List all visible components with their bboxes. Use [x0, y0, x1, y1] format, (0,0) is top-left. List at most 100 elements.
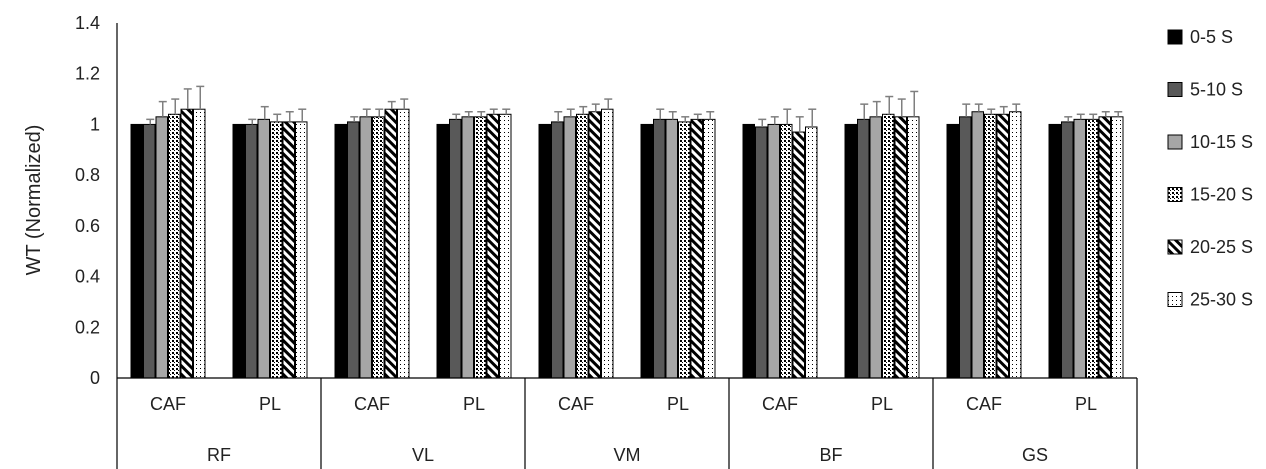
bar	[792, 131, 805, 379]
y-tick-label: 0	[90, 368, 100, 388]
bar	[461, 116, 474, 379]
bar	[130, 123, 143, 379]
bar	[601, 108, 614, 379]
legend-label: 25-30 S	[1190, 290, 1253, 310]
x-subcategory-label: CAF	[966, 394, 1002, 414]
bar	[1048, 123, 1061, 379]
bar	[844, 123, 857, 379]
bar	[384, 108, 397, 379]
x-axis-categories: CAF PL RF CAF PL VL CAF PL VM CAF PL BF CAF PL GS	[150, 394, 1097, 465]
bar	[780, 123, 793, 379]
x-category-label: VL	[412, 445, 434, 465]
bar	[372, 116, 385, 379]
bar	[334, 123, 347, 379]
x-subcategory-label: CAF	[558, 394, 594, 414]
bar	[742, 123, 755, 379]
bar-series-group	[130, 108, 1124, 379]
bar	[882, 113, 895, 379]
y-tick-label: 1.2	[75, 64, 100, 84]
legend-swatch	[1167, 29, 1183, 45]
bar	[295, 121, 308, 379]
bar	[984, 113, 997, 379]
bar	[959, 116, 972, 379]
legend-label: 10-15 S	[1190, 132, 1253, 152]
x-category-label: RF	[207, 445, 231, 465]
bar	[588, 111, 601, 379]
bar	[474, 116, 487, 379]
x-subcategory-label: PL	[1075, 394, 1097, 414]
legend-swatch	[1167, 82, 1183, 97]
axes	[116, 23, 1138, 469]
legend-swatch	[1167, 134, 1183, 150]
legend-label: 5-10 S	[1190, 80, 1243, 100]
legend-swatch	[1167, 187, 1183, 202]
bar	[894, 116, 907, 379]
bar	[755, 126, 768, 379]
bar	[257, 118, 270, 379]
bar	[653, 118, 666, 379]
y-tick-label: 0.2	[75, 317, 100, 337]
bar	[703, 118, 716, 379]
bar	[1086, 118, 1099, 379]
y-tick-label: 1.4	[75, 13, 100, 33]
bar	[168, 113, 181, 379]
legend-swatch	[1167, 239, 1183, 255]
bar	[449, 118, 462, 379]
bar	[245, 123, 258, 379]
bar	[665, 118, 678, 379]
legend: 0-5 S 5-10 S 10-15 S 15-20 S 20-25 S 25-30 S	[1167, 27, 1253, 310]
x-subcategory-label: PL	[259, 394, 281, 414]
legend-label: 20-25 S	[1190, 237, 1253, 257]
x-subcategory-label: CAF	[354, 394, 390, 414]
bar	[270, 121, 283, 379]
x-subcategory-label: PL	[871, 394, 893, 414]
y-tick-label: 0.4	[75, 267, 100, 287]
bar	[180, 108, 193, 379]
bar	[640, 123, 653, 379]
x-category-label: VM	[614, 445, 641, 465]
bar	[563, 116, 576, 379]
bar	[907, 116, 920, 379]
error-bar-group	[146, 85, 1123, 133]
bar	[678, 121, 691, 379]
x-category-label: BF	[819, 445, 842, 465]
x-category-label: GS	[1022, 445, 1048, 465]
bar	[282, 121, 295, 379]
bar	[155, 116, 168, 379]
bar	[805, 126, 818, 379]
bar	[397, 108, 410, 379]
bar	[143, 123, 156, 379]
y-axis-ticks: 0 0.2 0.4 0.6 0.8 1 1.2 1.4	[75, 13, 100, 388]
y-tick-label: 1	[90, 114, 100, 134]
bar	[193, 108, 206, 379]
bar	[1111, 116, 1124, 379]
y-tick-label: 0.8	[75, 165, 100, 185]
y-tick-label: 0.6	[75, 216, 100, 236]
bar	[1061, 121, 1074, 379]
bar	[551, 121, 564, 379]
bar	[869, 116, 882, 379]
bar	[1073, 118, 1086, 379]
bar	[857, 118, 870, 379]
x-subcategory-label: CAF	[762, 394, 798, 414]
bar	[486, 113, 499, 379]
bar	[690, 118, 703, 379]
x-subcategory-label: PL	[667, 394, 689, 414]
legend-label: 0-5 S	[1190, 27, 1233, 47]
bar	[436, 123, 449, 379]
x-subcategory-label: CAF	[150, 394, 186, 414]
bar	[1009, 111, 1022, 379]
y-axis-label: WT (Normalized)	[23, 125, 45, 276]
legend-swatch	[1167, 292, 1183, 307]
bar	[767, 123, 780, 379]
bar	[347, 121, 360, 379]
bar	[538, 123, 551, 379]
bar	[946, 123, 959, 379]
bar	[232, 123, 245, 379]
bar	[499, 113, 512, 379]
x-subcategory-label: PL	[463, 394, 485, 414]
bar	[576, 113, 589, 379]
legend-label: 15-20 S	[1190, 185, 1253, 205]
bar	[971, 111, 984, 379]
